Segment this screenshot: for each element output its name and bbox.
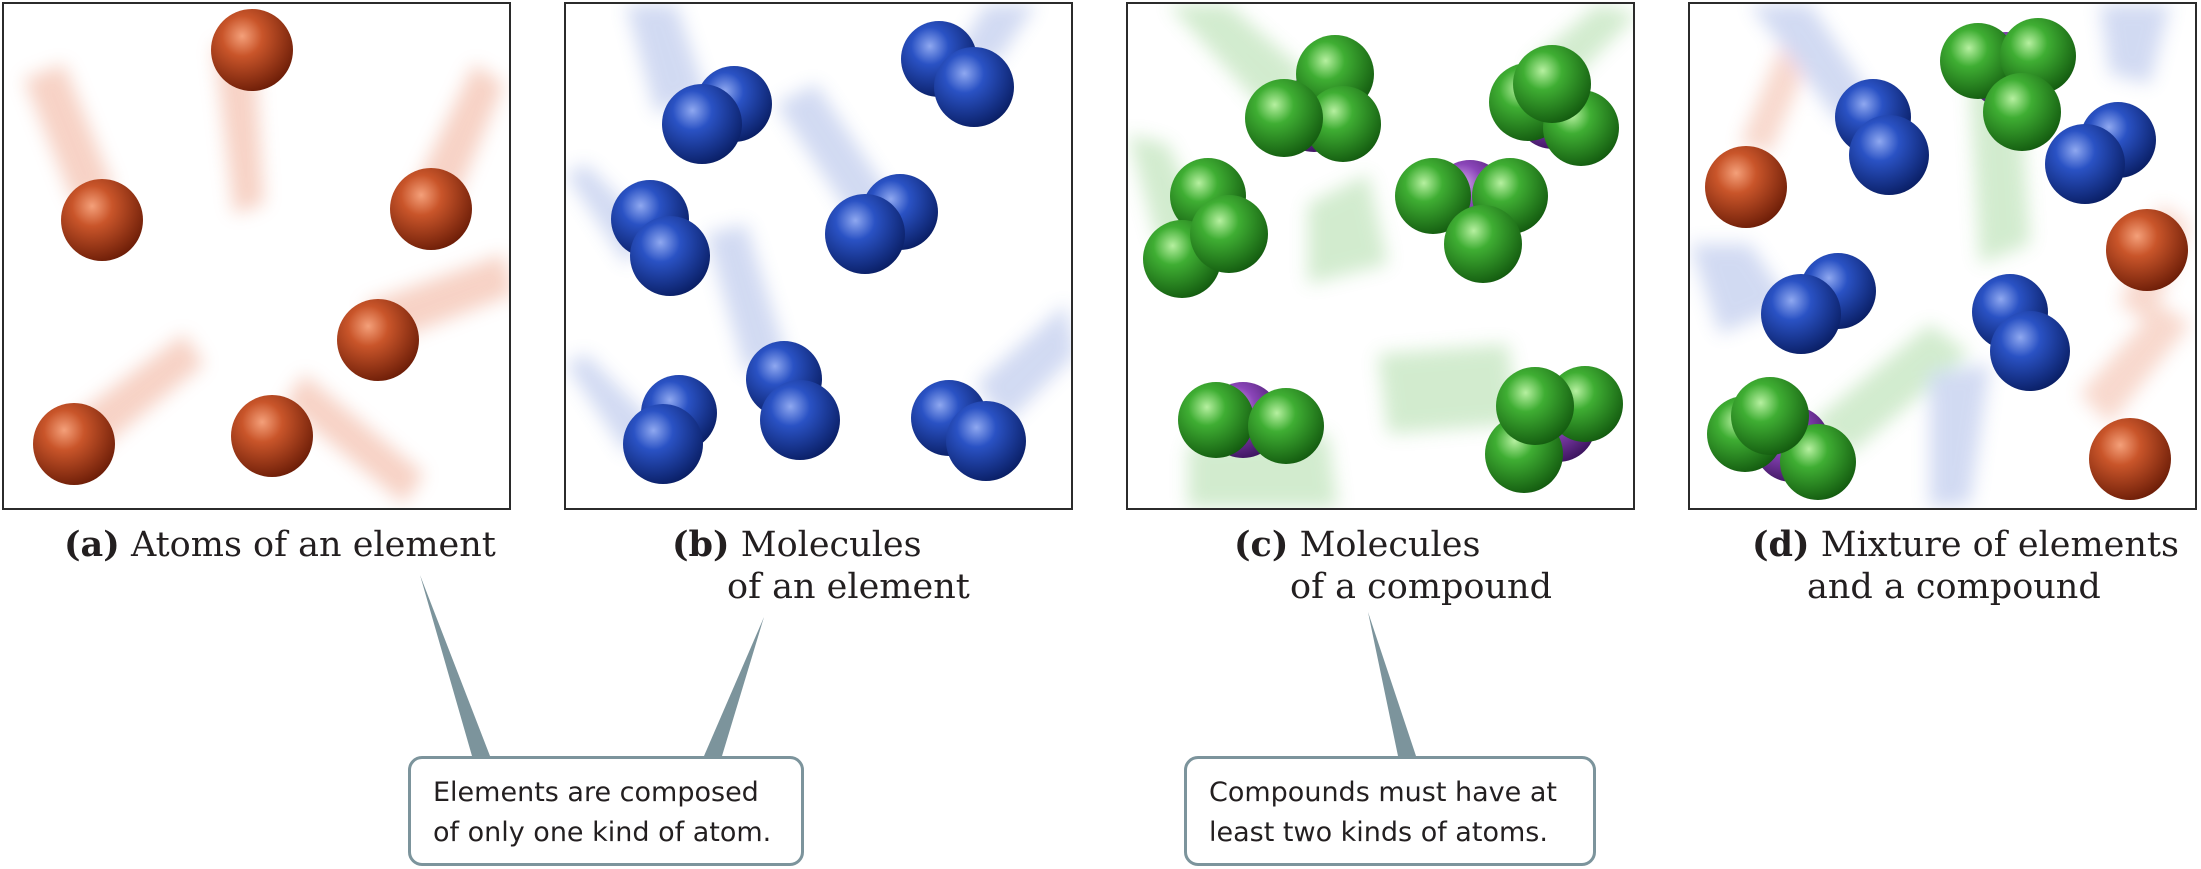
callout-compounds-line-2: least two kinds of atoms.: [1209, 817, 1548, 848]
caption-b-letter: (b): [672, 524, 730, 565]
caption-c-line-2: of a compound: [1290, 567, 1552, 607]
blue-diatomic-molecules: [1761, 79, 2156, 391]
caption-c-line-1: Molecules: [1299, 525, 1481, 565]
compound-molecule-1: [1940, 18, 2076, 151]
compound-molecules-illustration: [1128, 4, 1633, 508]
panel-molecules-of-compound: [1126, 2, 1635, 510]
caption-d-line-1: Mixture of elements: [1820, 525, 2179, 565]
caption-d: (d) Mixture of elements and a compound: [1752, 524, 2179, 608]
caption-d-line-2: and a compound: [1807, 567, 2101, 607]
compound-molecule-1: [1245, 35, 1381, 162]
diatomic-molecules-illustration: [566, 4, 1071, 484]
callout-elements: Elements are composed of only one kind o…: [408, 756, 804, 866]
caption-a: (a) Atoms of an element: [64, 524, 496, 566]
pointer-to-caption-b: [704, 617, 764, 756]
red-atoms: [1705, 146, 2188, 500]
caption-d-letter: (d): [1752, 524, 1810, 565]
panel-atoms-of-element: [2, 2, 511, 510]
compound-molecule-5: [1178, 382, 1324, 464]
compound-molecule-4: [1395, 158, 1548, 283]
caption-c-letter: (c): [1234, 524, 1289, 565]
compound-molecule-2: [1489, 45, 1619, 166]
red-atoms: [33, 9, 472, 485]
pointer-to-caption-a: [420, 575, 490, 756]
callout-elements-line-1: Elements are composed: [433, 777, 759, 808]
caption-a-text: Atoms of an element: [130, 525, 496, 565]
compound-molecule-3: [1143, 158, 1268, 298]
mixture-illustration: [1690, 4, 2190, 508]
blue-diatomic-molecules: [611, 21, 1026, 484]
caption-b-line-1: Molecules: [740, 525, 922, 565]
compound-molecule-2: [1707, 377, 1856, 500]
caption-b: (b) Molecules of an element: [672, 524, 970, 608]
caption-c: (c) Molecules of a compound: [1234, 524, 1552, 608]
panel-molecules-of-element: [564, 2, 1073, 510]
compound-molecule-6: [1485, 366, 1623, 493]
caption-b-line-2: of an element: [727, 567, 970, 607]
callout-elements-line-2: of only one kind of atom.: [433, 817, 772, 848]
callout-compounds-line-1: Compounds must have at: [1209, 777, 1557, 808]
callout-compounds: Compounds must have at least two kinds o…: [1184, 756, 1596, 866]
pointer-to-caption-c: [1368, 612, 1416, 756]
caption-a-letter: (a): [64, 524, 120, 565]
panel-mixture: [1688, 2, 2197, 510]
atoms-illustration: [24, 9, 509, 504]
